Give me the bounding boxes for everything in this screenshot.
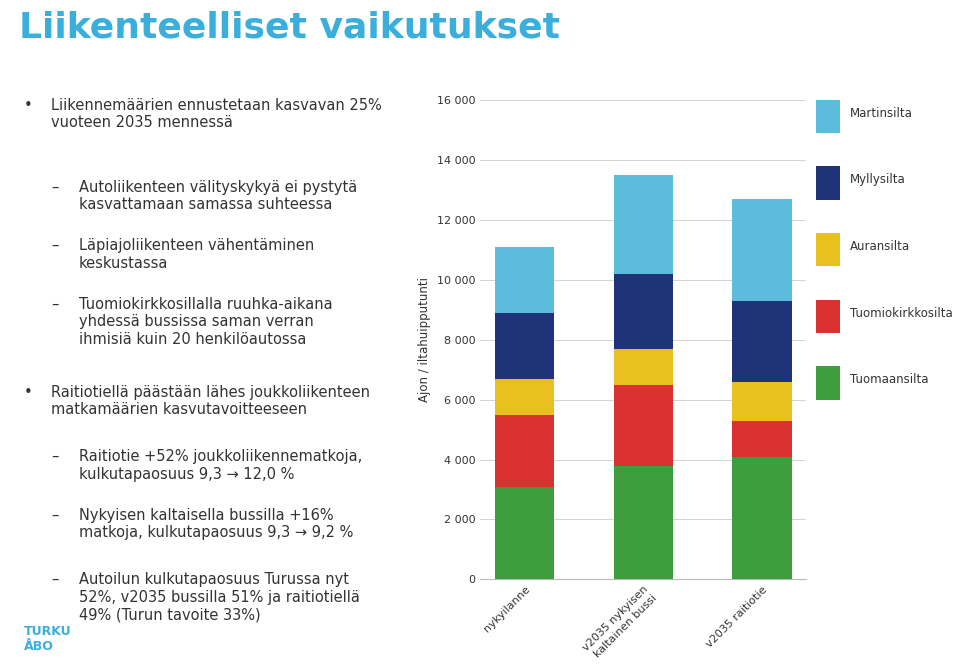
Text: TURKU
ÅBO: TURKU ÅBO (23, 625, 71, 653)
Text: Liikenteelliset vaikutukset: Liikenteelliset vaikutukset (19, 10, 561, 45)
Bar (494, 378, 554, 414)
Text: Auransilta: Auransilta (850, 240, 910, 253)
Bar (732, 421, 792, 457)
Text: Autoliikenteen välityskykyä ei pystytä
kasvattamaan samassa suhteessa: Autoliikenteen välityskykyä ei pystytä k… (79, 180, 357, 212)
FancyBboxPatch shape (816, 166, 840, 200)
Text: Autoilun kulkutapaosuus Turussa nyt
52%, v2035 bussilla 51% ja raitiotiellä
49% : Autoilun kulkutapaosuus Turussa nyt 52%,… (79, 572, 360, 622)
Text: Tuomaansilta: Tuomaansilta (850, 373, 928, 386)
Text: –: – (51, 449, 59, 464)
Text: Nykyisen kaltaisella bussilla +16%
matkoja, kulkutapaosuus 9,3 → 9,2 %: Nykyisen kaltaisella bussilla +16% matko… (79, 507, 353, 540)
Text: •: • (23, 97, 33, 113)
FancyBboxPatch shape (816, 233, 840, 266)
Bar (732, 300, 792, 382)
Bar (613, 274, 673, 348)
Text: –: – (51, 507, 59, 523)
Bar (732, 382, 792, 421)
Text: Martinsilta: Martinsilta (850, 107, 912, 120)
Text: –: – (51, 180, 59, 194)
Bar (732, 198, 792, 300)
Text: Tuomiokirkkosilta: Tuomiokirkkosilta (850, 306, 952, 320)
Text: •: • (23, 385, 33, 400)
Text: Myllysilta: Myllysilta (850, 173, 905, 186)
Text: –: – (51, 297, 59, 312)
Bar (494, 246, 554, 313)
FancyBboxPatch shape (816, 366, 840, 400)
Text: Liikennemäärien ennustetaan kasvavan 25%
vuoteen 2035 mennessä: Liikennemäärien ennustetaan kasvavan 25%… (51, 97, 382, 130)
Text: Raitiotie +52% joukkoliikennematkoja,
kulkutapaosuus 9,3 → 12,0 %: Raitiotie +52% joukkoliikennematkoja, ku… (79, 449, 362, 482)
Text: Tuomiokirkkosillalla ruuhka-aikana
yhdessä bussissa saman verran
ihmisiä kuin 20: Tuomiokirkkosillalla ruuhka-aikana yhdes… (79, 297, 332, 346)
Bar (613, 385, 673, 466)
Bar (613, 174, 673, 274)
Bar (494, 312, 554, 378)
FancyBboxPatch shape (816, 100, 840, 133)
Y-axis label: Ajon / iltahuipputunti: Ajon / iltahuipputunti (418, 277, 431, 402)
Text: Raitiotiellä päästään lähes joukkoliikenteen
matkamäärien kasvutavoitteeseen: Raitiotiellä päästään lähes joukkoliiken… (51, 385, 370, 417)
Bar (613, 466, 673, 579)
Bar (732, 457, 792, 579)
Text: Läpiajoliikenteen vähentäminen
keskustassa: Läpiajoliikenteen vähentäminen keskustas… (79, 238, 314, 270)
Text: –: – (51, 572, 59, 587)
Bar (613, 348, 673, 384)
Text: –: – (51, 238, 59, 253)
FancyBboxPatch shape (816, 300, 840, 333)
Bar (494, 414, 554, 486)
Bar (494, 486, 554, 579)
